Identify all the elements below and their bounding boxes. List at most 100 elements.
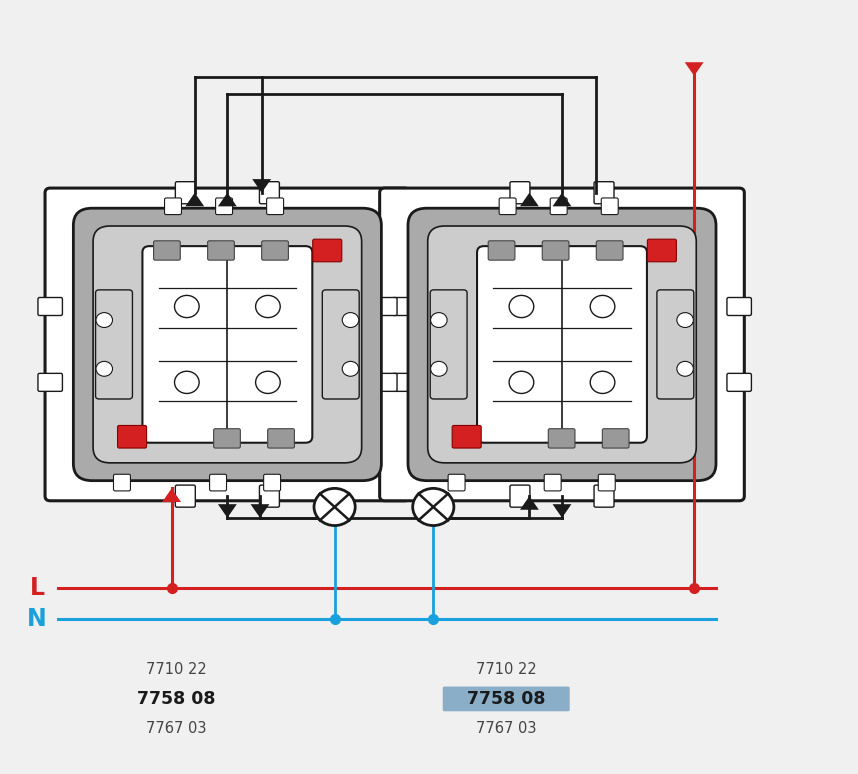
- Polygon shape: [185, 193, 204, 207]
- Text: 7710 22: 7710 22: [146, 662, 206, 677]
- Polygon shape: [553, 193, 571, 207]
- Polygon shape: [252, 179, 271, 193]
- FancyBboxPatch shape: [259, 485, 280, 507]
- FancyBboxPatch shape: [38, 373, 63, 392]
- Circle shape: [314, 488, 355, 526]
- Text: 7758 08: 7758 08: [136, 690, 215, 708]
- Circle shape: [590, 296, 615, 317]
- Circle shape: [343, 218, 370, 243]
- FancyBboxPatch shape: [38, 297, 63, 316]
- Circle shape: [85, 218, 112, 243]
- FancyBboxPatch shape: [312, 239, 341, 262]
- Polygon shape: [218, 193, 237, 207]
- FancyBboxPatch shape: [259, 182, 280, 204]
- Circle shape: [420, 218, 446, 243]
- FancyBboxPatch shape: [392, 297, 417, 316]
- FancyBboxPatch shape: [94, 226, 362, 463]
- FancyBboxPatch shape: [427, 226, 697, 463]
- Text: 7767 03: 7767 03: [476, 721, 536, 736]
- FancyBboxPatch shape: [267, 198, 284, 214]
- FancyBboxPatch shape: [215, 198, 233, 214]
- FancyBboxPatch shape: [596, 241, 623, 260]
- Circle shape: [96, 361, 112, 376]
- Circle shape: [509, 296, 534, 317]
- Circle shape: [431, 313, 447, 327]
- FancyBboxPatch shape: [594, 485, 614, 507]
- Circle shape: [420, 446, 446, 471]
- Text: N: N: [27, 607, 47, 632]
- Text: 7710 22: 7710 22: [476, 662, 536, 677]
- Circle shape: [678, 218, 704, 243]
- FancyBboxPatch shape: [45, 188, 410, 501]
- FancyBboxPatch shape: [175, 182, 196, 204]
- Circle shape: [343, 446, 370, 471]
- Text: 7767 03: 7767 03: [146, 721, 206, 736]
- FancyBboxPatch shape: [113, 474, 130, 491]
- Circle shape: [413, 488, 454, 526]
- FancyBboxPatch shape: [142, 246, 312, 443]
- FancyBboxPatch shape: [209, 474, 227, 491]
- Polygon shape: [162, 488, 181, 502]
- Polygon shape: [218, 504, 237, 518]
- FancyBboxPatch shape: [542, 241, 569, 260]
- FancyBboxPatch shape: [175, 485, 196, 507]
- FancyBboxPatch shape: [165, 198, 182, 214]
- Polygon shape: [520, 193, 539, 207]
- Text: L: L: [29, 576, 45, 601]
- FancyBboxPatch shape: [452, 426, 481, 448]
- FancyBboxPatch shape: [727, 373, 752, 392]
- FancyBboxPatch shape: [510, 485, 530, 507]
- Circle shape: [677, 361, 693, 376]
- FancyBboxPatch shape: [601, 198, 619, 214]
- FancyBboxPatch shape: [550, 198, 567, 214]
- Circle shape: [342, 313, 359, 327]
- FancyBboxPatch shape: [95, 289, 132, 399]
- FancyBboxPatch shape: [323, 289, 360, 399]
- Polygon shape: [685, 62, 704, 76]
- FancyBboxPatch shape: [548, 429, 575, 448]
- FancyBboxPatch shape: [499, 198, 517, 214]
- Circle shape: [590, 372, 615, 393]
- Circle shape: [678, 446, 704, 471]
- FancyBboxPatch shape: [74, 208, 381, 481]
- FancyBboxPatch shape: [602, 429, 629, 448]
- FancyBboxPatch shape: [379, 188, 744, 501]
- FancyBboxPatch shape: [262, 241, 288, 260]
- FancyBboxPatch shape: [392, 373, 417, 392]
- FancyBboxPatch shape: [594, 182, 614, 204]
- FancyBboxPatch shape: [448, 474, 465, 491]
- FancyBboxPatch shape: [208, 241, 234, 260]
- FancyBboxPatch shape: [268, 429, 294, 448]
- Circle shape: [96, 313, 112, 327]
- FancyBboxPatch shape: [510, 182, 530, 204]
- FancyBboxPatch shape: [443, 687, 570, 711]
- FancyBboxPatch shape: [488, 241, 515, 260]
- FancyBboxPatch shape: [598, 474, 615, 491]
- Circle shape: [677, 313, 693, 327]
- FancyBboxPatch shape: [657, 289, 694, 399]
- FancyBboxPatch shape: [263, 474, 281, 491]
- FancyBboxPatch shape: [544, 474, 561, 491]
- Circle shape: [256, 372, 281, 393]
- Polygon shape: [251, 504, 269, 518]
- Circle shape: [509, 372, 534, 393]
- FancyBboxPatch shape: [477, 246, 647, 443]
- Circle shape: [174, 296, 199, 317]
- FancyBboxPatch shape: [118, 426, 147, 448]
- Polygon shape: [520, 496, 539, 510]
- FancyBboxPatch shape: [372, 373, 397, 392]
- FancyBboxPatch shape: [154, 241, 180, 260]
- Text: 7758 08: 7758 08: [467, 690, 546, 708]
- Circle shape: [174, 372, 199, 393]
- Circle shape: [256, 296, 281, 317]
- FancyBboxPatch shape: [372, 297, 397, 316]
- FancyBboxPatch shape: [727, 297, 752, 316]
- Circle shape: [342, 361, 359, 376]
- FancyBboxPatch shape: [214, 429, 240, 448]
- Circle shape: [85, 446, 112, 471]
- Circle shape: [431, 361, 447, 376]
- FancyBboxPatch shape: [430, 289, 467, 399]
- FancyBboxPatch shape: [408, 208, 716, 481]
- FancyBboxPatch shape: [648, 239, 676, 262]
- Polygon shape: [553, 504, 571, 518]
